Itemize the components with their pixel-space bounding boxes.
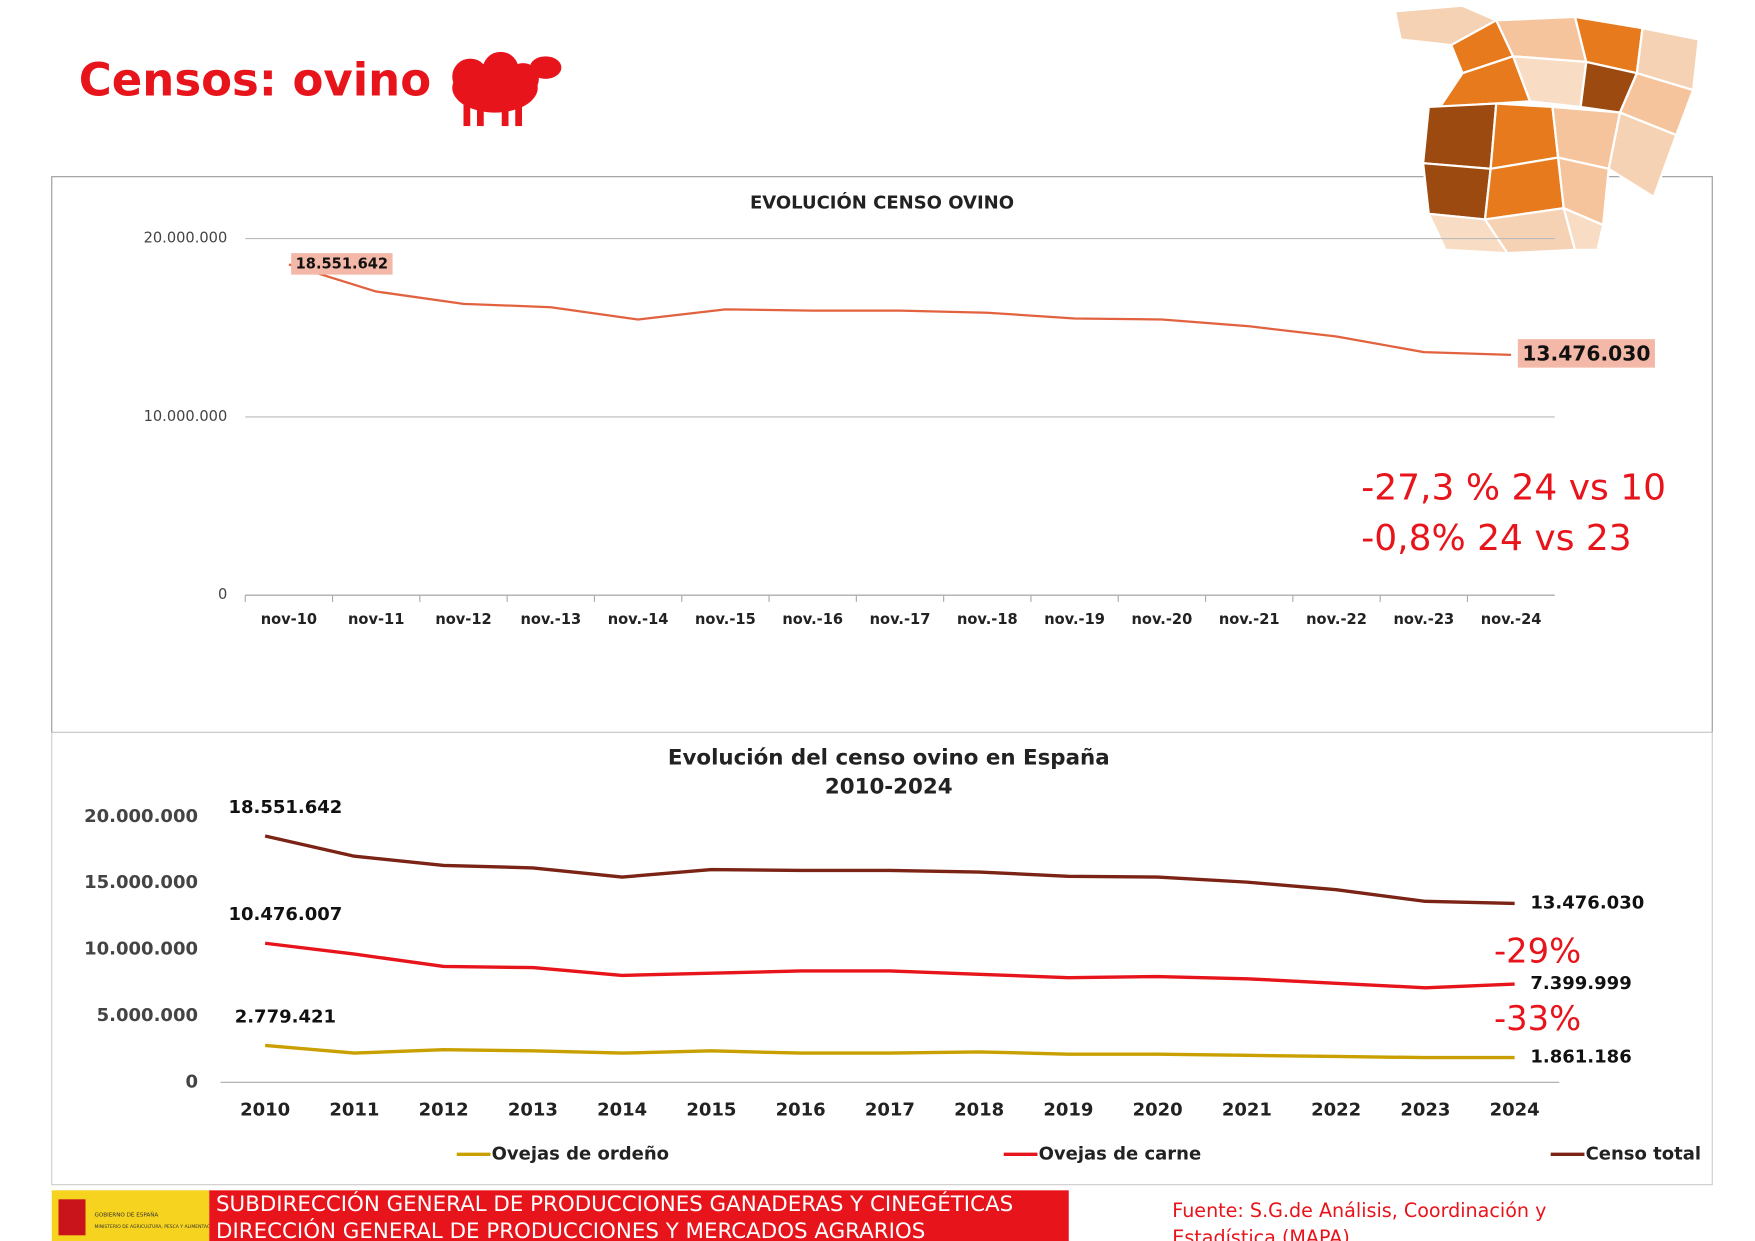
source: Estadística (MAPA)	[1172, 1226, 1350, 1241]
x-tick-label: nov.-22	[1306, 611, 1367, 628]
legend-label: Ovejas de ordeño	[492, 1143, 669, 1164]
y-tick-label: 20.000.000	[144, 230, 228, 247]
x-tick-label: 2017	[865, 1099, 915, 1120]
x-tick-label: nov.-17	[870, 611, 931, 628]
footer-band	[209, 1190, 1069, 1241]
data-label: 18.551.642	[296, 255, 388, 272]
x-tick-label: 2024	[1490, 1099, 1540, 1120]
x-tick-label: nov-12	[435, 611, 491, 628]
series-line	[264, 941, 1515, 990]
series-line	[288, 263, 1512, 357]
x-tick-label: nov.-19	[1044, 611, 1105, 628]
data-label: 10.476.007	[228, 904, 342, 925]
x-tick-label: nov-11	[348, 611, 404, 628]
x-tick-label: nov.-13	[520, 611, 581, 628]
x-tick-label: 2011	[329, 1099, 379, 1120]
chart-title: EVOLUCIÓN CENSO OVINO	[750, 192, 1014, 214]
x-tick-label: 2015	[686, 1099, 736, 1120]
x-tick-label: 2018	[954, 1099, 1004, 1120]
x-tick-label: nov.-15	[695, 611, 756, 628]
annotation: -33%	[1494, 999, 1581, 1038]
data-label: 13.476.030	[1530, 892, 1644, 913]
footer-logo: GOBIERNO DE ESPAÑA MINISTERIO DE AGRICUL…	[51, 1190, 219, 1241]
x-tick-label: nov.-16	[782, 611, 843, 628]
x-tick-label: 2021	[1222, 1099, 1272, 1120]
x-tick-label: 2022	[1311, 1099, 1361, 1120]
x-tick-label: nov.-18	[957, 611, 1018, 628]
x-tick-label: nov.-20	[1132, 611, 1193, 628]
y-tick-label: 0	[185, 1071, 198, 1092]
y-tick-label: 10.000.000	[144, 408, 228, 425]
label-box	[1517, 339, 1655, 368]
annotation: -0,8% 24 vs 23	[1361, 518, 1631, 559]
y-tick-label: 20.000.000	[84, 806, 198, 827]
x-tick-label: 2023	[1400, 1099, 1450, 1120]
legend-label: Ovejas de carne	[1039, 1143, 1202, 1164]
chart-frame	[51, 731, 1713, 1186]
sheep-icon	[452, 51, 562, 127]
data-label: 2.779.421	[235, 1006, 336, 1027]
x-tick-label: nov.-24	[1481, 611, 1542, 628]
chart-title: Evolución del censo ovino en España	[668, 745, 1110, 770]
y-tick-label: 5.000.000	[97, 1005, 198, 1026]
page-title: Censos: ovino	[79, 53, 431, 106]
x-tick-label: 2019	[1043, 1099, 1093, 1120]
footer-line: DIRECCIÓN GENERAL DE PRODUCCIONES Y MERC…	[216, 1218, 925, 1241]
x-tick-label: 2014	[597, 1099, 647, 1120]
data-label: 7.399.999	[1530, 973, 1631, 994]
logo-text: MINISTERIO DE AGRICULTURA, PESCA Y ALIME…	[95, 1223, 219, 1230]
x-tick-label: nov.-23	[1393, 611, 1454, 628]
x-tick-label: 2013	[508, 1099, 558, 1120]
data-label: 1.861.186	[1530, 1047, 1631, 1068]
series-line	[264, 834, 1515, 906]
footer-line: SUBDIRECCIÓN GENERAL DE PRODUCCIONES GAN…	[216, 1191, 1013, 1217]
logo-text: GOBIERNO DE ESPAÑA	[95, 1212, 159, 1219]
x-tick-label: 2012	[419, 1099, 469, 1120]
annotation: -29%	[1494, 931, 1581, 970]
x-tick-label: nov-10	[261, 611, 317, 628]
x-tick-label: 2020	[1133, 1099, 1183, 1120]
x-tick-label: nov.-21	[1219, 611, 1280, 628]
label-box	[291, 253, 393, 275]
data-label: 18.551.642	[228, 797, 342, 818]
x-tick-label: nov.-14	[608, 611, 669, 628]
chart-subtitle: 2010-2024	[825, 775, 953, 800]
legend-label: Censo total	[1586, 1143, 1701, 1164]
series-line	[264, 1043, 1515, 1060]
y-tick-label: 0	[218, 586, 227, 603]
x-tick-label: 2010	[240, 1099, 290, 1120]
data-label: 13.476.030	[1522, 341, 1650, 365]
x-tick-label: 2016	[776, 1099, 826, 1120]
spain-map	[1393, 4, 1700, 255]
annotation: -27,3 % 24 vs 10	[1361, 467, 1666, 508]
y-tick-label: 15.000.000	[84, 872, 198, 893]
y-tick-label: 10.000.000	[84, 939, 198, 960]
source: Fuente: S.G.de Análisis, Coordinación y	[1172, 1199, 1546, 1222]
